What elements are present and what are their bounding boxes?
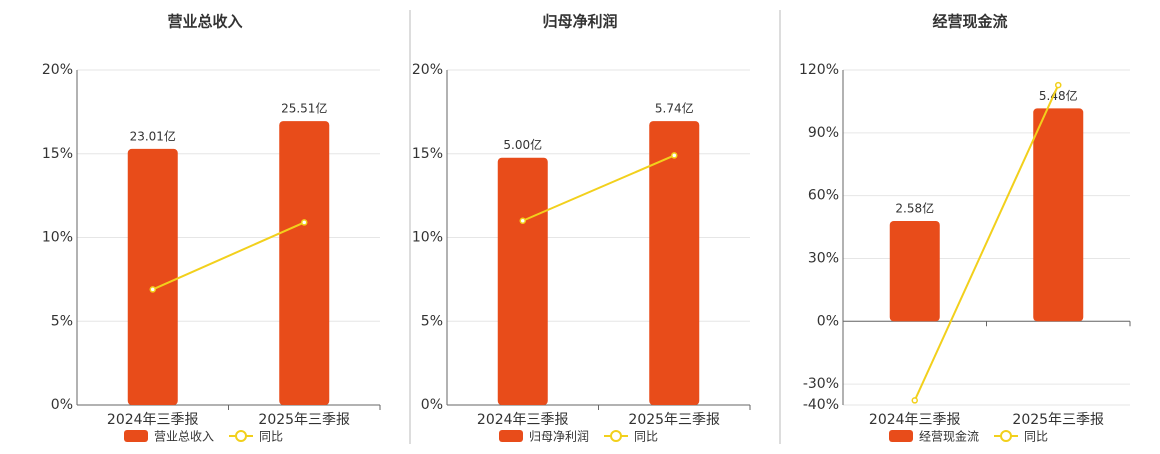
bar-value-label: 23.01亿 xyxy=(130,128,176,143)
legend-marker xyxy=(235,430,247,442)
legend-marker xyxy=(610,430,622,442)
x-tick-label: 2024年三季报 xyxy=(477,412,569,428)
y-tick-label: 120% xyxy=(799,62,839,78)
x-tick-label: 2024年三季报 xyxy=(869,412,961,428)
bar xyxy=(1033,108,1084,322)
chart-title: 归母净利润 xyxy=(542,13,617,31)
x-tick-label: 2025年三季报 xyxy=(628,412,720,428)
bar-value-label: 25.51亿 xyxy=(281,101,327,116)
legend-label: 同比 xyxy=(1024,430,1048,444)
bar xyxy=(889,221,940,322)
x-tick-label: 2025年三季报 xyxy=(1012,412,1104,428)
line-point xyxy=(149,286,156,293)
y-tick-label: 20% xyxy=(412,62,443,78)
line xyxy=(522,154,675,222)
y-tick-label: 5% xyxy=(421,313,443,329)
legend-label: 营业总收入 xyxy=(154,430,214,444)
line-point xyxy=(301,219,308,226)
y-tick-label: -40% xyxy=(803,397,839,413)
bar xyxy=(127,148,178,405)
y-tick-label: 0% xyxy=(51,397,73,413)
y-tick-label: 0% xyxy=(421,397,443,413)
y-tick-label: -30% xyxy=(803,376,839,392)
line-point xyxy=(1055,81,1062,89)
line-point xyxy=(519,217,526,224)
line xyxy=(913,84,1060,401)
legend-marker xyxy=(1000,430,1012,442)
y-tick-label: 5% xyxy=(51,313,73,329)
line-point xyxy=(671,152,678,159)
bar-value-label: 5.00亿 xyxy=(503,137,542,152)
y-tick-label: 90% xyxy=(808,125,839,141)
line-point xyxy=(911,397,918,404)
legend-label: 归母净利润 xyxy=(529,430,589,444)
bar-value-label: 2.58亿 xyxy=(895,201,934,216)
x-tick-label: 2024年三季报 xyxy=(107,412,199,428)
legend-swatch xyxy=(499,430,523,442)
x-tick-label: 2025年三季报 xyxy=(258,412,350,428)
y-tick-label: 10% xyxy=(412,230,443,246)
chart-title: 经营现金流 xyxy=(932,13,1007,31)
y-tick-label: 0% xyxy=(817,313,839,329)
bar xyxy=(279,121,330,406)
line xyxy=(152,221,305,291)
y-tick-label: 20% xyxy=(42,62,73,78)
bar-value-label: 5.74亿 xyxy=(655,101,694,116)
y-tick-label: 10% xyxy=(42,230,73,246)
legend-label: 同比 xyxy=(259,430,283,444)
legend-swatch xyxy=(124,430,148,442)
legend-label: 经营现金流 xyxy=(919,429,979,444)
bar xyxy=(497,157,548,405)
bar-value-label: 5.48亿 xyxy=(1039,88,1078,103)
y-tick-label: 15% xyxy=(42,146,73,162)
y-tick-label: 30% xyxy=(808,250,839,266)
legend-swatch xyxy=(889,430,913,442)
legend-label: 同比 xyxy=(634,430,658,444)
y-tick-label: 60% xyxy=(808,188,839,204)
bar xyxy=(649,121,700,406)
chart-title: 营业总收入 xyxy=(167,13,242,31)
y-tick-label: 15% xyxy=(412,146,443,162)
